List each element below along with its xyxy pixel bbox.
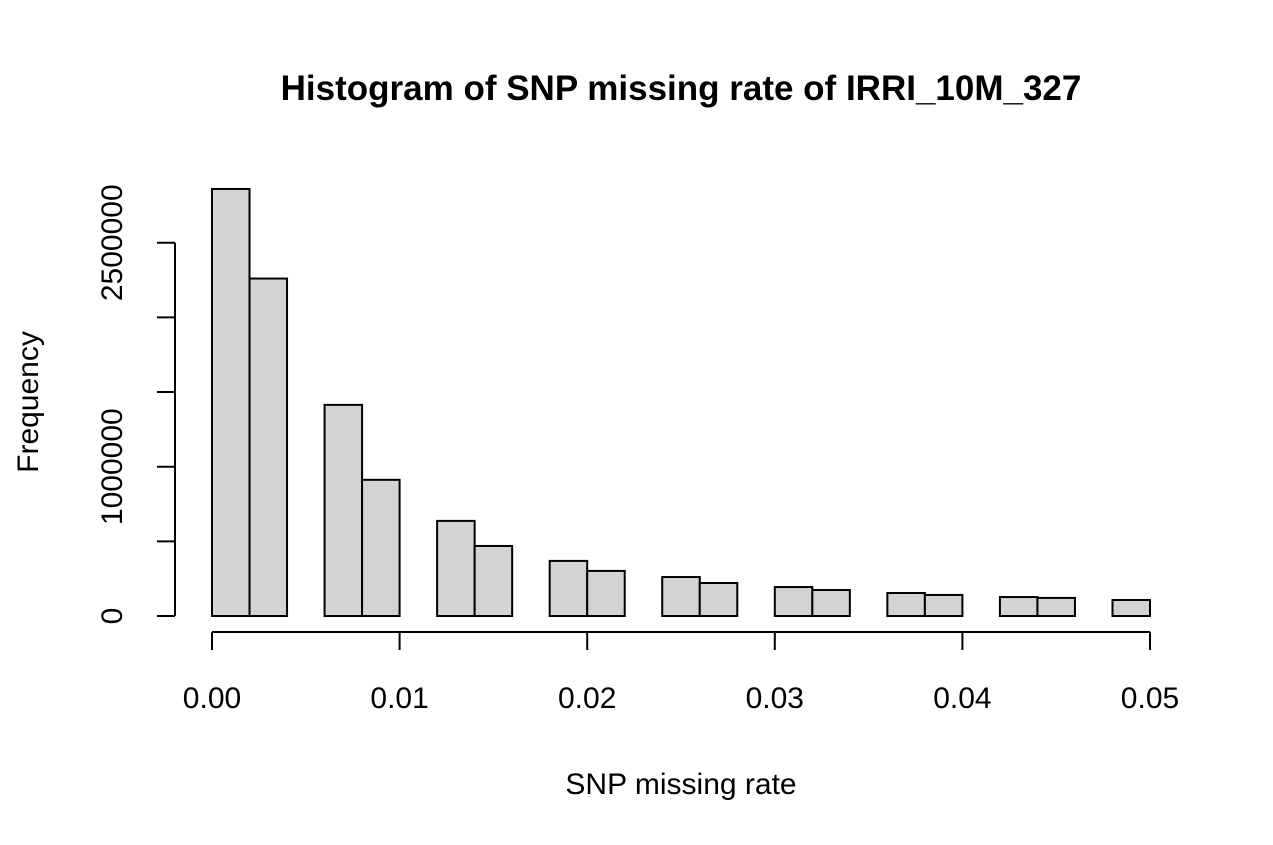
bar — [998, 596, 1039, 618]
y-axis-label: Frequency — [12, 331, 45, 473]
x-tick-label: 0.04 — [933, 682, 991, 715]
x-tick-label: 0.01 — [370, 682, 428, 715]
bar — [586, 569, 626, 617]
x-tick-label: 0.02 — [558, 682, 616, 715]
bar — [211, 187, 251, 617]
bar — [773, 586, 814, 618]
x-tick-label: 0.00 — [183, 682, 241, 715]
x-tick-label: 0.03 — [746, 682, 804, 715]
y-tick-label: 2500000 — [96, 184, 129, 301]
bar — [886, 592, 926, 618]
bar — [811, 589, 851, 618]
x-axis-label: SNP missing rate — [565, 768, 796, 801]
bar — [361, 478, 401, 618]
bar — [323, 403, 364, 618]
bar — [248, 277, 289, 617]
bar — [473, 544, 514, 617]
bar — [698, 582, 739, 618]
bar — [661, 576, 701, 618]
bar — [923, 593, 964, 618]
bar — [1036, 596, 1076, 618]
bar — [436, 519, 476, 617]
x-tick-label: 0.05 — [1121, 682, 1179, 715]
y-tick-label: 1000000 — [96, 408, 129, 525]
chart-title: Histogram of SNP missing rate of IRRI_10… — [281, 69, 1082, 108]
bar — [548, 559, 589, 617]
bar — [1111, 599, 1151, 618]
y-tick-label: 0 — [96, 608, 129, 625]
